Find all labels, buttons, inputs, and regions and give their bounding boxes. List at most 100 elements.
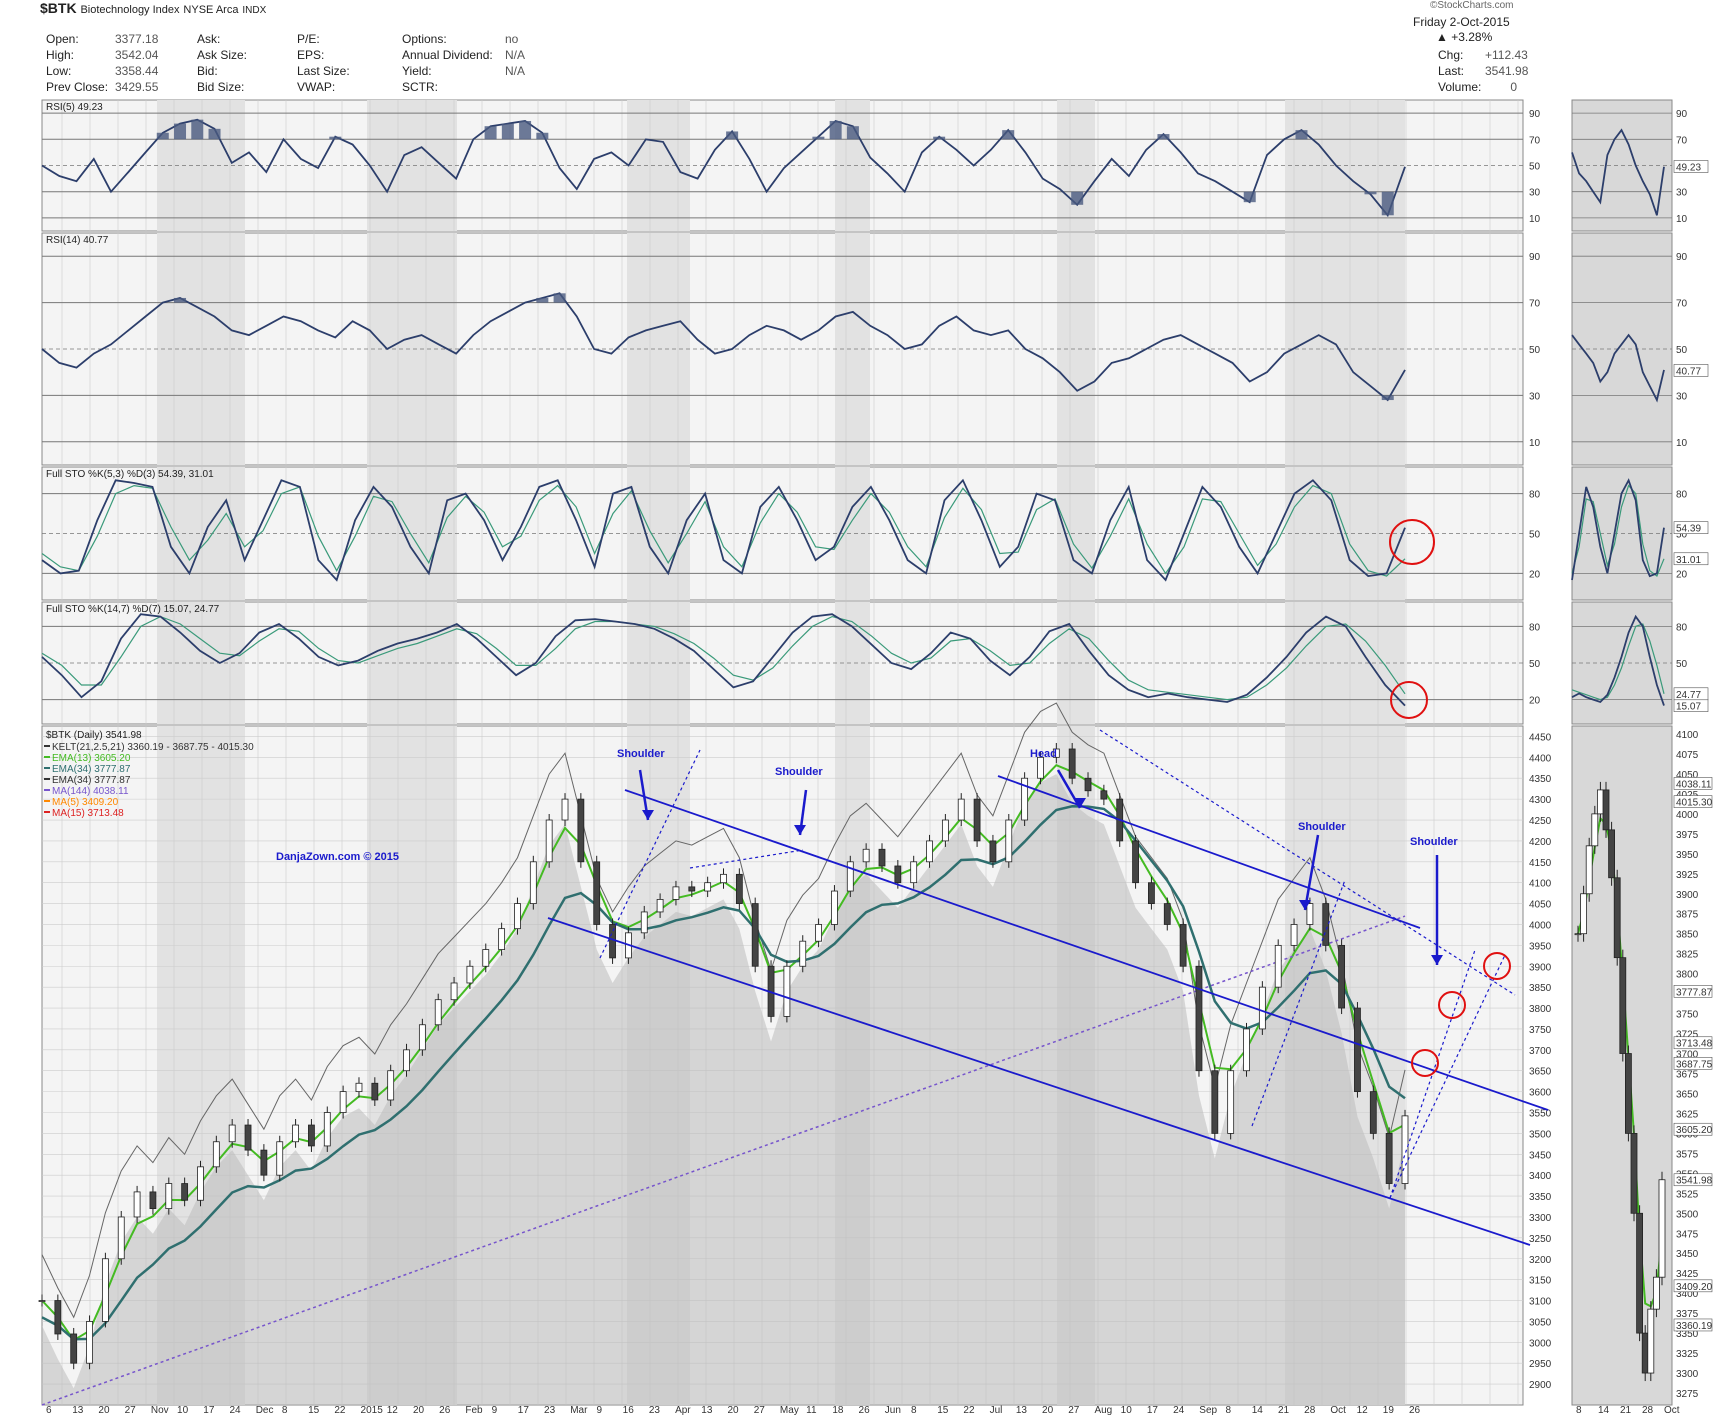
x-axis-label: 22: [334, 1405, 346, 1416]
date-label: Friday 2-Oct-2015: [1413, 15, 1510, 29]
x-axis-label: 8: [1226, 1405, 1232, 1416]
x-axis-label: 21: [1278, 1405, 1290, 1416]
candle-body: [1630, 1133, 1638, 1214]
candle-body: [1354, 1007, 1361, 1093]
series-line: [41, 292, 1406, 402]
ema34-line: [41, 805, 1406, 1341]
rsi-extreme-fill: [208, 128, 221, 140]
x-axis-label: 18: [832, 1405, 844, 1416]
candle-body: [1613, 877, 1621, 959]
axis-tick-label: 3850: [1676, 930, 1699, 941]
axis-tick-label: 3200: [1529, 1255, 1552, 1266]
rsi-extreme-fill: [536, 132, 549, 140]
candle-body: [894, 865, 902, 884]
price-label: 3687.75: [1676, 1059, 1713, 1070]
axis-tick-label: 3700: [1676, 1050, 1699, 1061]
axis-tick-label: 3925: [1676, 870, 1699, 881]
axis-tick-label: 4250: [1529, 816, 1552, 827]
candle-body: [1211, 1070, 1219, 1134]
field-label: Yield:: [402, 64, 432, 78]
rsi-extreme-fill: [484, 126, 497, 140]
legend-entry: EMA(34) 3777.87: [52, 775, 131, 786]
rsi-extreme-fill: [174, 123, 187, 140]
axis-tick-label: 4100: [1529, 879, 1552, 890]
candle-body: [149, 1191, 157, 1210]
rsi-extreme-fill: [329, 136, 342, 140]
x-axis-label: 27: [125, 1405, 137, 1416]
month-band: [1057, 602, 1095, 724]
candle-body: [878, 848, 886, 867]
price-label-box: [1673, 1122, 1713, 1136]
panel-title: Full STO %K(5,3) %D(3) 54.39, 31.01: [46, 469, 214, 480]
x-axis-label: 21: [1620, 1405, 1632, 1416]
x-axis-label: Dec: [256, 1405, 274, 1416]
type: INDX: [242, 5, 267, 16]
axis-tick-label: 3900: [1529, 962, 1552, 973]
axis-tick-label: 4050: [1676, 770, 1699, 781]
x-axis-label: Apr: [675, 1405, 691, 1416]
field-label: Last Size:: [297, 64, 350, 78]
last-value-label: 49.23: [1676, 163, 1701, 174]
field-label: P/E:: [297, 32, 320, 46]
candle-body: [1636, 1212, 1643, 1334]
dashed-trend-line: [1389, 949, 1476, 1199]
candle-body: [941, 819, 949, 842]
x-axis-label: 26: [1409, 1405, 1421, 1416]
panel-title: RSI(5) 49.23: [46, 102, 103, 113]
axis-tick-label: 3450: [1529, 1150, 1552, 1161]
axis-tick-label: 4000: [1529, 920, 1552, 931]
candle-body: [735, 873, 743, 904]
x-axis-label: 20: [98, 1405, 110, 1416]
axis-tick-label: 30: [1529, 188, 1541, 199]
candle-body: [1227, 1070, 1235, 1134]
candle-body: [561, 798, 569, 821]
x-axis-label: Aug: [1094, 1405, 1112, 1416]
axis-tick-label: 3800: [1676, 970, 1699, 981]
highlight-circle: [1389, 519, 1435, 565]
axis-tick-label: 20: [1529, 696, 1541, 707]
arrow: [1303, 834, 1320, 911]
candle-body: [197, 1166, 204, 1201]
x-axis-label: 19: [1383, 1405, 1395, 1416]
keltner-area: [42, 774, 1405, 1405]
channel-lower-line: [547, 917, 1531, 1246]
candle-body: [355, 1082, 363, 1093]
series-line: [1571, 614, 1665, 706]
candle-body: [371, 1082, 379, 1101]
axis-tick-label: 30: [1676, 188, 1688, 199]
rsi-extreme-fill: [191, 119, 204, 140]
axis-tick-label: 3800: [1529, 1004, 1552, 1015]
axis-tick-label: 3475: [1676, 1229, 1699, 1240]
dashed-trend-line: [1099, 729, 1516, 996]
axis-tick-label: 30: [1529, 391, 1541, 402]
price-label-box: [1673, 1318, 1713, 1332]
candle-body: [910, 861, 918, 884]
last-value-label: 54.39: [1676, 524, 1701, 535]
axis-tick-label: 3975: [1676, 830, 1699, 841]
candle-body: [1322, 903, 1330, 946]
last-value-label: 15.07: [1676, 702, 1701, 713]
ma144-line: [41, 915, 1406, 1406]
index-name: Biotechnology Index: [80, 4, 180, 16]
field-label: Low:: [46, 64, 72, 78]
series-line: [41, 615, 1406, 701]
axis-tick-label: 4350: [1529, 774, 1552, 785]
pattern-label: Shoulder: [1298, 821, 1346, 833]
x-axis-label: Oct: [1330, 1405, 1346, 1416]
price-label-box: [1673, 795, 1713, 808]
rsi-extreme-fill: [1157, 134, 1170, 140]
axis-tick-label: 3725: [1676, 1030, 1699, 1041]
candle-body: [577, 798, 585, 863]
field-label: Ask Size:: [197, 48, 248, 62]
axis-tick-label: 90: [1529, 109, 1541, 120]
rsi-extreme-fill: [174, 297, 187, 303]
candle-body: [292, 1124, 299, 1143]
x-axis-label: 15: [308, 1405, 320, 1416]
field-label: EPS:: [297, 48, 325, 62]
candle-body: [244, 1124, 252, 1151]
axis-tick-label: 3250: [1529, 1234, 1552, 1245]
legend-entry: MA(15) 3713.48: [52, 808, 124, 819]
rsi-extreme-fill: [553, 293, 566, 303]
axis-tick-label: 3400: [1676, 1289, 1699, 1300]
legend-entry: MA(5) 3409.20: [52, 797, 119, 808]
